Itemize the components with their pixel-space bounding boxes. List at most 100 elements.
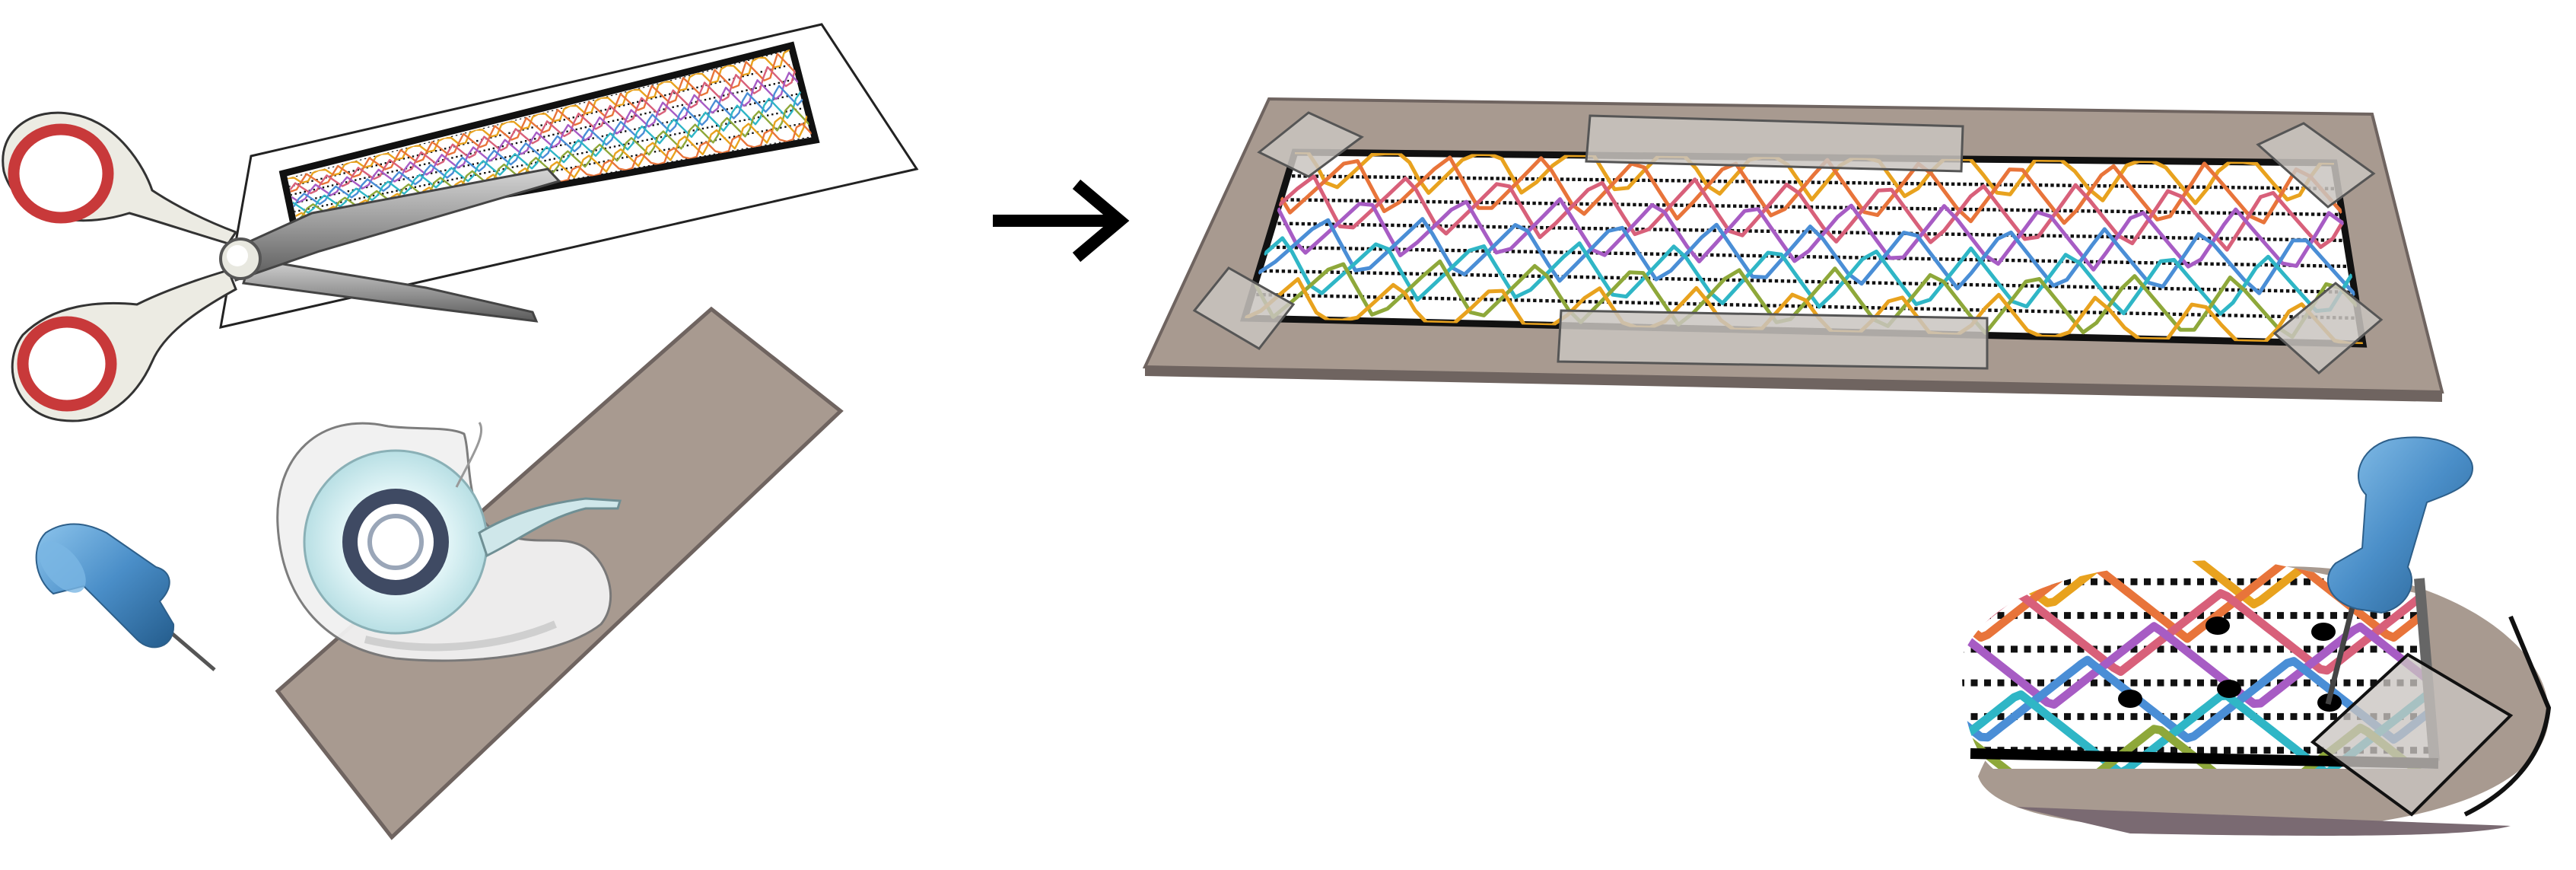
main-grid-dot [2202,185,2206,189]
main-grid-dot [2062,183,2066,187]
detail-grid-dot [2037,545,2044,552]
main-grid-dot [1592,276,1596,279]
detail-grid-dot [2197,612,2204,620]
sheet-grid-dot [500,157,502,160]
sheet-grid-dot [733,135,736,138]
main-grid-dot [2304,289,2308,293]
sheet-grid-dot [495,158,498,161]
sheet-grid-dot [382,193,384,195]
main-grid-dot [2024,309,2029,313]
main-grid-dot [1397,223,1401,228]
main-grid-dot [2205,160,2209,164]
detail-grid-dot [2197,645,2204,653]
main-grid-dot [1674,203,1678,207]
main-grid-dot [1301,221,1305,226]
main-grid-dot [1862,231,1865,234]
main-grid-dot [2310,289,2314,294]
sheet-grid-dot [298,209,301,212]
detail-grid-dot [2171,712,2177,720]
detail-grid-dot [1997,612,2005,620]
main-grid-dot [1314,198,1318,202]
main-grid-dot [1404,320,1408,324]
main-grid-dot [2225,237,2229,241]
main-grid-dot [1742,303,1746,307]
sheet-grid-dot [502,168,504,170]
main-grid-dot [1414,199,1418,203]
sheet-grid-dot [598,161,600,164]
main-grid-dot [1791,304,1795,308]
main-grid-dot [1426,199,1430,204]
sheet-grid-dot [345,181,348,183]
sheet-grid-dot [509,155,511,158]
main-grid-dot [1550,202,1554,206]
main-grid-dot [2124,235,2128,239]
sheet-grid-dot [704,98,707,101]
sheet-grid-dot [331,184,334,186]
detail-grid-dot [2157,578,2164,585]
main-grid-dot [1361,199,1365,202]
main-grid-dot [1482,273,1487,277]
main-grid-dot [1868,206,1872,210]
main-grid-dot [1539,298,1543,303]
main-grid-dot [1671,179,1675,183]
detail-grid-dot [2237,712,2244,720]
detail-grid-dot [2277,612,2284,620]
sheet-grid-dot [300,174,303,176]
sheet-grid-dot [595,110,598,113]
main-grid-dot [1885,231,1890,235]
sheet-grid-dot [515,142,518,145]
main-grid-dot [2040,209,2043,212]
main-grid-dot [1649,252,1654,256]
detail-grid-dot [2290,578,2298,585]
main-grid-dot [1677,228,1681,232]
main-grid-dot [1999,233,2002,237]
sheet-grid-dot [552,133,555,136]
main-grid-dot [1638,202,1643,207]
main-grid-dot [1740,253,1744,257]
sheet-grid-dot [672,106,674,108]
detail-grid-dot [2304,712,2310,720]
main-grid-dot [1914,307,1918,311]
main-grid-dot [1910,182,1914,186]
main-grid-dot [2149,184,2154,189]
sheet-grid-dot [299,192,301,194]
sheet-grid-dot [728,78,730,81]
main-grid-dot [2043,310,2047,314]
main-grid-dot [1415,272,1420,276]
sheet-grid-dot [589,163,591,165]
sheet-grid-dot [304,190,306,193]
main-grid-dot [1276,245,1280,250]
detail-grid-dot [2117,612,2124,620]
sheet-grid-dot [695,142,698,145]
main-grid-dot [2310,212,2315,216]
main-grid-dot [2145,210,2150,214]
sheet-grid-dot [741,90,743,93]
main-grid-dot [1348,270,1353,275]
main-grid-dot [2263,212,2268,215]
main-grid-dot [2086,311,2091,314]
main-grid-dot [1659,178,1663,183]
sheet-grid-dot [476,139,479,142]
main-grid-dot [1830,255,1834,260]
main-grid-dot [1286,317,1290,321]
main-grid-dot [1968,182,1973,186]
sheet-grid-dot [456,177,458,180]
detail-grid-dot [2037,578,2044,585]
main-grid-dot [2009,183,2013,186]
main-grid-dot [2279,288,2284,293]
main-grid-dot [1728,253,1732,257]
main-grid-dot [2063,209,2067,213]
main-grid-dot [1403,272,1407,276]
sheet-grid-dot [642,86,645,88]
main-grid-dot [2072,158,2076,162]
main-grid-dot [1542,177,1547,181]
main-grid-dot [2267,288,2272,292]
detail-grid-dot [2477,578,2484,585]
sheet-grid-dot [366,186,368,189]
main-grid-dot [1466,321,1471,325]
main-grid-dot [1762,279,1767,282]
sheet-grid-dot [444,148,447,150]
sheet-grid-dot [472,163,474,165]
main-grid-dot [1582,300,1586,304]
main-grid-dot [2295,186,2299,190]
